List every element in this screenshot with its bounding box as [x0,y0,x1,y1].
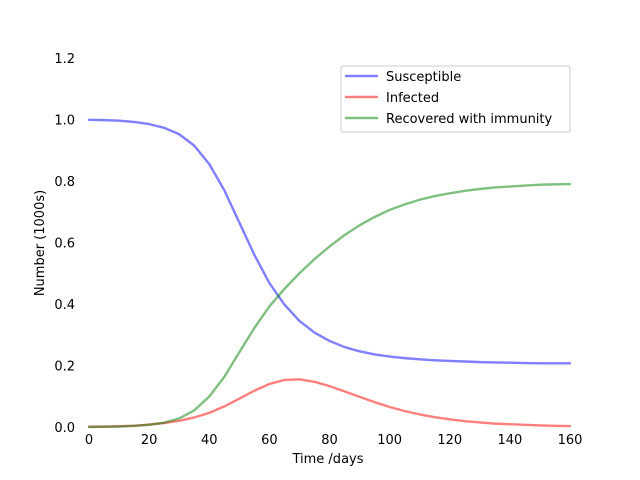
y-tick-label: 1.0 [54,114,75,129]
x-tick-label: 40 [201,433,218,448]
y-tick-label: 0.2 [54,360,75,375]
legend-frame [340,65,571,133]
series-line-recovered-with-immunity [87,182,572,429]
plot-area [87,118,572,429]
y-axis-label: Number (1000s) [33,190,48,296]
x-tick-label: 140 [497,433,522,448]
legend-label-susceptible: Susceptible [386,70,461,85]
x-tick-label: 20 [141,433,158,448]
y-tick-label: 0.8 [54,175,75,190]
x-tick-label: 100 [377,433,402,448]
x-tick-label: 160 [558,433,583,448]
y-tick-label: 0.6 [54,237,75,252]
x-tick-labels: 0 20 40 60 80 100 120 140 160 [85,433,583,448]
x-tick-label: 0 [85,433,93,448]
legend-label-infected: Infected [386,91,439,106]
x-tick-label: 60 [261,433,278,448]
legend-label-recovered-with-immunity: Recovered with immunity [386,112,553,127]
series-line-infected [87,378,572,428]
x-tick-label: 120 [437,433,462,448]
legend: Susceptible Infected Recovered with immuni… [340,65,571,133]
y-tick-label: 1.2 [54,52,75,67]
x-tick-label: 80 [321,433,338,448]
y-tick-label: 0.0 [54,421,75,436]
legend-entries: Susceptible Infected Recovered with immuni… [344,70,553,127]
y-tick-labels: 0.0 0.2 0.4 0.6 0.8 1.0 1.2 [54,52,75,436]
x-axis-label: Time /days [291,452,363,467]
y-tick-label: 0.4 [54,298,75,313]
series-line-susceptible [87,118,572,365]
series-layer [87,118,572,429]
